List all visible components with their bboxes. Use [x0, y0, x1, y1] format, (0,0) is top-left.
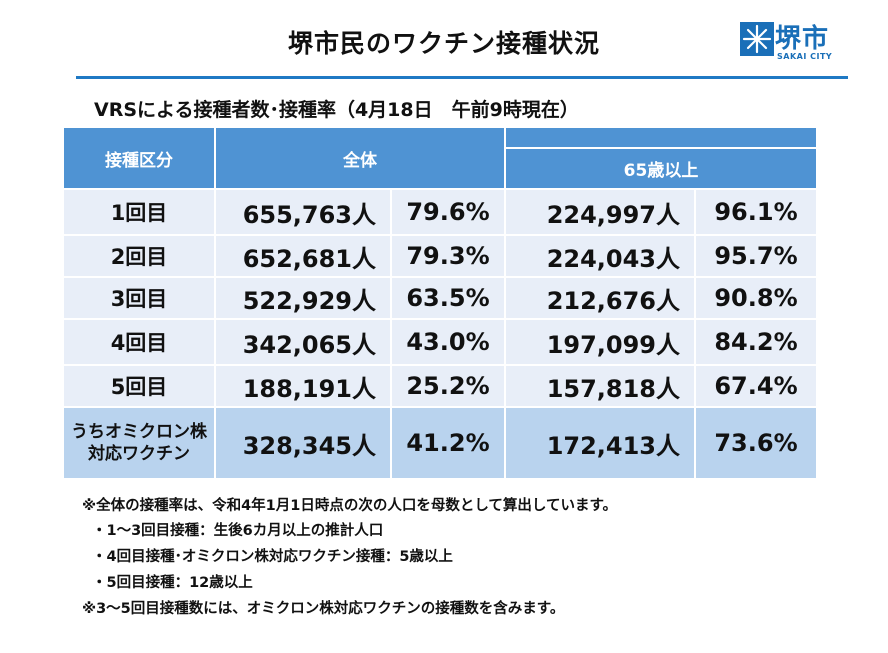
- over65-count-4: 197,099人: [506, 320, 694, 364]
- over65-count-omicron: 172,413人: [506, 408, 694, 478]
- row-label-omicron: うちオミクロン株 対応ワクチン: [64, 408, 214, 478]
- sakai-city-logo: 堺市 SAKAI CITY: [740, 20, 850, 66]
- header-dose: 接種区分: [64, 128, 214, 188]
- sakai-logo-mark-icon: [740, 22, 774, 56]
- note-4: ・5回目接種：12歳以上: [92, 575, 253, 591]
- total-count-3: 522,929人: [216, 278, 390, 318]
- total-count-1: 655,763人: [216, 190, 390, 234]
- over65-rate-3: 90.8%: [696, 278, 816, 318]
- over65-count-3: 212,676人: [506, 278, 694, 318]
- over65-count-2: 224,043人: [506, 236, 694, 276]
- total-count-2: 652,681人: [216, 236, 390, 276]
- table-subtitle: VRSによる接種者数･接種率（4月18日 午前9時現在）: [94, 99, 579, 121]
- header-divider: [76, 76, 848, 79]
- total-rate-3: 63.5%: [392, 278, 504, 318]
- note-3: ・4回目接種･オミクロン株対応ワクチン接種：5歳以上: [92, 549, 453, 565]
- over65-rate-4: 84.2%: [696, 320, 816, 364]
- total-rate-1: 79.6%: [392, 190, 504, 234]
- row-label-2: 2回目: [64, 236, 214, 276]
- logo-city-sub: SAKAI CITY: [777, 52, 833, 61]
- total-count-omicron: 328,345人: [216, 408, 390, 478]
- total-count-5: 188,191人: [216, 366, 390, 406]
- row-label-3: 3回目: [64, 278, 214, 318]
- row-label-5: 5回目: [64, 366, 214, 406]
- total-rate-2: 79.3%: [392, 236, 504, 276]
- header-over65: 65歳以上: [506, 149, 816, 188]
- header-total: 全体: [216, 128, 504, 188]
- total-rate-4: 43.0%: [392, 320, 504, 364]
- omicron-label-line1: うちオミクロン株: [71, 422, 207, 442]
- total-rate-5: 25.2%: [392, 366, 504, 406]
- page-title: 堺市民のワクチン接種状況: [287, 29, 600, 58]
- logo-city-name: 堺市: [775, 24, 830, 54]
- over65-rate-1: 96.1%: [696, 190, 816, 234]
- note-5: ※3～5回目接種数には、オミクロン株対応ワクチンの接種数を含みます。: [82, 601, 565, 617]
- over65-rate-5: 67.4%: [696, 366, 816, 406]
- over65-count-1: 224,997人: [506, 190, 694, 234]
- total-count-4: 342,065人: [216, 320, 390, 364]
- header-over65-top: [506, 128, 816, 147]
- note-2: ・1～3回目接種：生後6カ月以上の推計人口: [92, 523, 384, 539]
- over65-count-5: 157,818人: [506, 366, 694, 406]
- total-rate-omicron: 41.2%: [392, 408, 504, 478]
- row-label-4: 4回目: [64, 320, 214, 364]
- omicron-label-line2: 対応ワクチン: [88, 444, 190, 464]
- over65-rate-2: 95.7%: [696, 236, 816, 276]
- row-label-1: 1回目: [64, 190, 214, 234]
- over65-rate-omicron: 73.6%: [696, 408, 816, 478]
- note-1: ※全体の接種率は、令和4年1月1日時点の次の人口を母数として算出しています。: [82, 498, 618, 514]
